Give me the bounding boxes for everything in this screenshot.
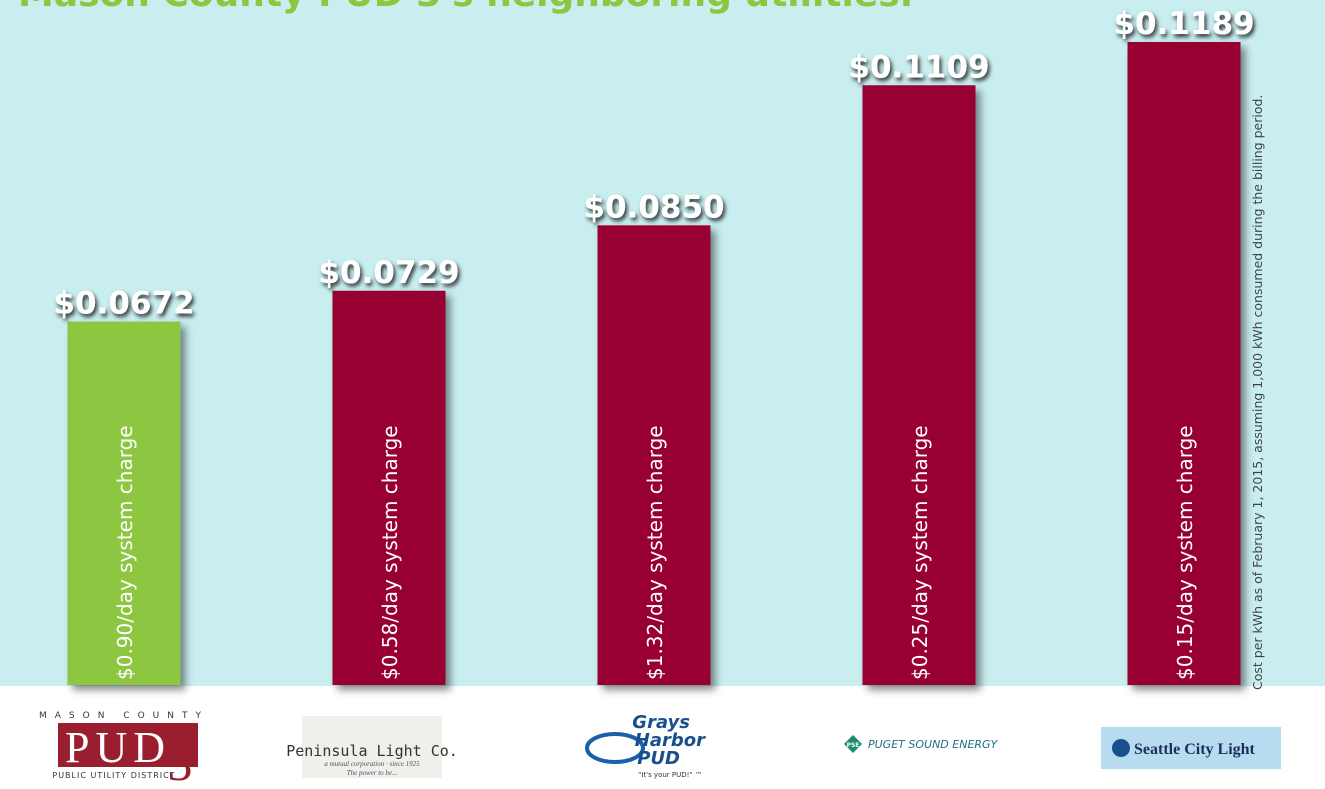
bar [67, 321, 181, 685]
value-label: $0.0850 [583, 189, 724, 225]
logo-text: "It's your PUD!" ™ [638, 771, 702, 779]
bar-note: $1.32/day system charge [643, 425, 667, 680]
logo-peninsula: Peninsula Light Co. a mutual corporation… [286, 716, 458, 778]
value-label: $0.1109 [848, 49, 989, 85]
bar [1127, 42, 1241, 685]
logo-text: Peninsula Light Co. [286, 742, 458, 760]
bar-note: $0.25/day system charge [908, 425, 932, 680]
logo-text: 3 [168, 735, 193, 789]
value-label: $0.1189 [1113, 6, 1254, 42]
logo-text: PUBLIC UTILITY DISTRICT [52, 771, 175, 780]
logo-text: Grays [632, 712, 690, 733]
logo-box [302, 716, 442, 778]
bar-note: $0.90/day system charge [113, 425, 137, 680]
logo-text: Seattle City Light [1134, 741, 1256, 758]
logo-mark [1112, 739, 1130, 757]
logo-text: MASON COUNTY [39, 711, 209, 721]
logo-swoosh [585, 732, 645, 764]
logo-seattle: Seattle City Light [1101, 727, 1281, 769]
bar [332, 290, 446, 685]
logo-text: PUD [637, 748, 680, 769]
logo-grays-harbor: Grays Harbor PUD "It's your PUD!" ™ [585, 712, 706, 779]
logo-text: The power to be... [347, 769, 398, 777]
logo-text: Harbor [635, 730, 706, 751]
value-label: $0.0729 [318, 255, 459, 291]
chart-title: Mason County PUD 3's neighboring utiliti… [18, 0, 913, 15]
footnote: Cost per kWh as of February 1, 2015, ass… [1250, 95, 1265, 690]
logo-text: PUGET SOUND ENERGY [868, 738, 999, 751]
logo-pse: PSE PUGET SOUND ENERGY [844, 735, 999, 753]
bar [862, 85, 976, 685]
bar-note: $0.15/day system charge [1173, 425, 1197, 680]
value-label: $0.0672 [53, 286, 194, 322]
bar-note: $0.58/day system charge [378, 425, 402, 680]
logo-text: PUD [65, 723, 171, 772]
logo-mason: MASON COUNTY PUD 3 PUBLIC UTILITY DISTRI… [39, 711, 209, 789]
logo-text: PSE [847, 742, 860, 749]
logo-box [1101, 727, 1281, 769]
bar [597, 225, 711, 685]
logo-mark [844, 735, 862, 753]
logo-box [58, 723, 198, 767]
logo-text: a mutual corporation · since 1925 [324, 760, 420, 768]
